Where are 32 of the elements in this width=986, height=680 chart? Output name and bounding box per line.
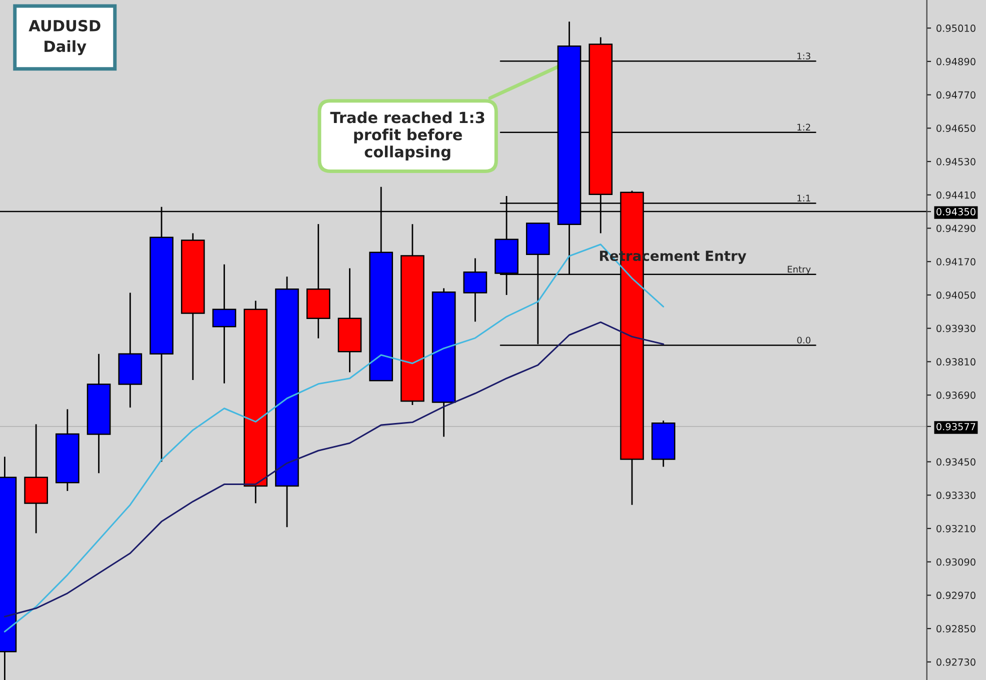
y-tick-label: 0.94410 [936,191,976,199]
y-tick-label: 0.93210 [936,524,976,532]
y-tick-label: 0.94290 [936,224,976,232]
y-tick-label: 0.93330 [936,492,976,499]
candlestick [212,264,236,384]
candlestick [463,258,488,322]
y-tick-label: 0.93577 [936,422,976,430]
y-tick-label: 0.94050 [936,291,976,299]
y-tick-label: 0.93810 [936,358,976,366]
y-tick-label: 0.93450 [936,458,976,466]
y-tick-label: 0.94170 [936,258,976,266]
text: Daily [44,40,86,56]
y-tick-label: 0.95010 [936,24,976,32]
y-tick-label: 0.92850 [936,625,976,632]
annotation: 0.0 [797,336,810,344]
annotation: Trade reached 1:3 profit before collapsing [330,111,484,161]
y-tick-label: 0.93930 [936,324,976,332]
y-tick-label: 0.94890 [936,58,976,66]
annotation: 1:3 [797,52,810,60]
y-tick-label: 0.92730 [936,658,976,666]
y-tick-label: 0.94770 [936,91,976,99]
annotation: Entry [788,266,811,274]
annotation: 1:2 [797,124,810,130]
y-tick-label: 0.93690 [936,392,976,399]
y-tick-label: 0.94530 [936,158,976,166]
line-series [4,321,664,618]
y-tick-label: 0.94650 [936,124,976,132]
annotation: 1:1 [797,194,810,202]
y-tick-label: 0.94350 [936,208,976,216]
y-tick-label: 0.92970 [936,592,976,600]
text: AUDUSD [28,20,100,32]
y-tick-label: 0.93090 [936,558,976,566]
